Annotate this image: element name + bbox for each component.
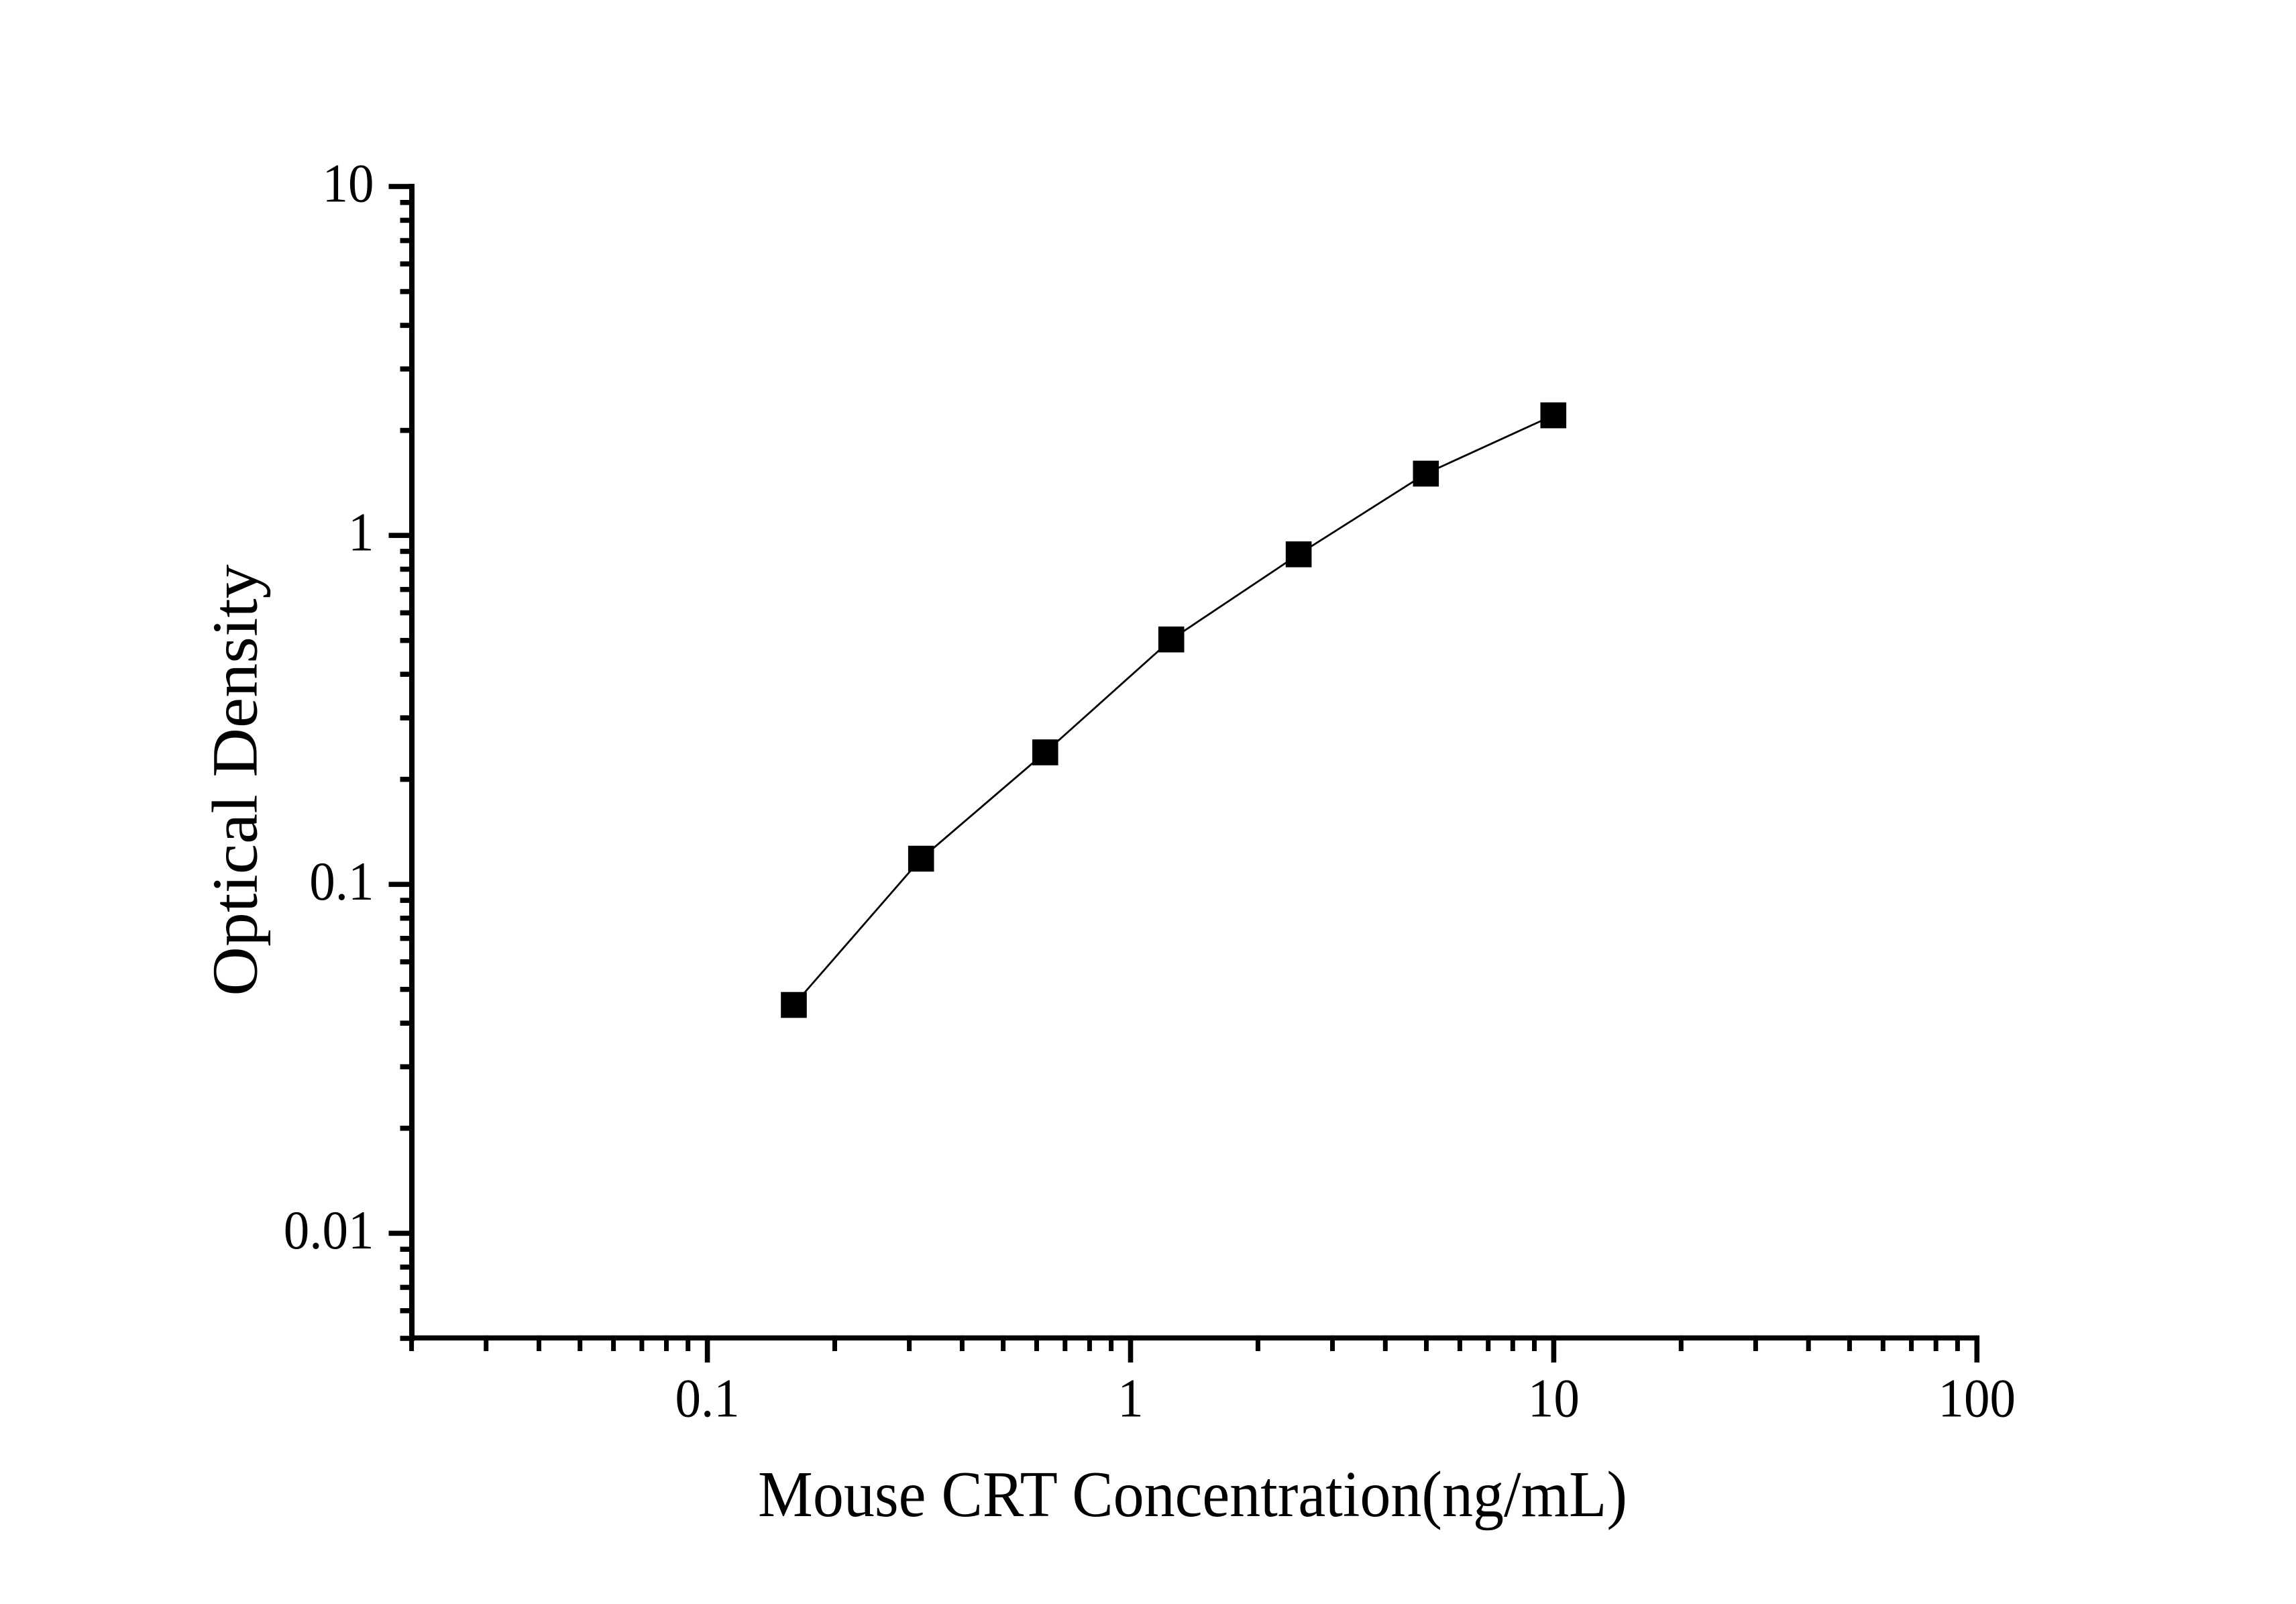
svg-text:Optical Density: Optical Density — [200, 564, 271, 996]
svg-text:10: 10 — [1528, 1368, 1580, 1429]
svg-text:0.1: 0.1 — [309, 851, 374, 912]
svg-text:100: 100 — [1938, 1368, 2016, 1429]
svg-text:0.01: 0.01 — [284, 1200, 374, 1261]
svg-text:0.1: 0.1 — [675, 1368, 739, 1429]
svg-text:Mouse CRT Concentration(ng/mL): Mouse CRT Concentration(ng/mL) — [758, 1458, 1627, 1531]
svg-text:10: 10 — [323, 153, 374, 214]
svg-text:1: 1 — [348, 502, 374, 564]
svg-text:1: 1 — [1117, 1368, 1144, 1429]
